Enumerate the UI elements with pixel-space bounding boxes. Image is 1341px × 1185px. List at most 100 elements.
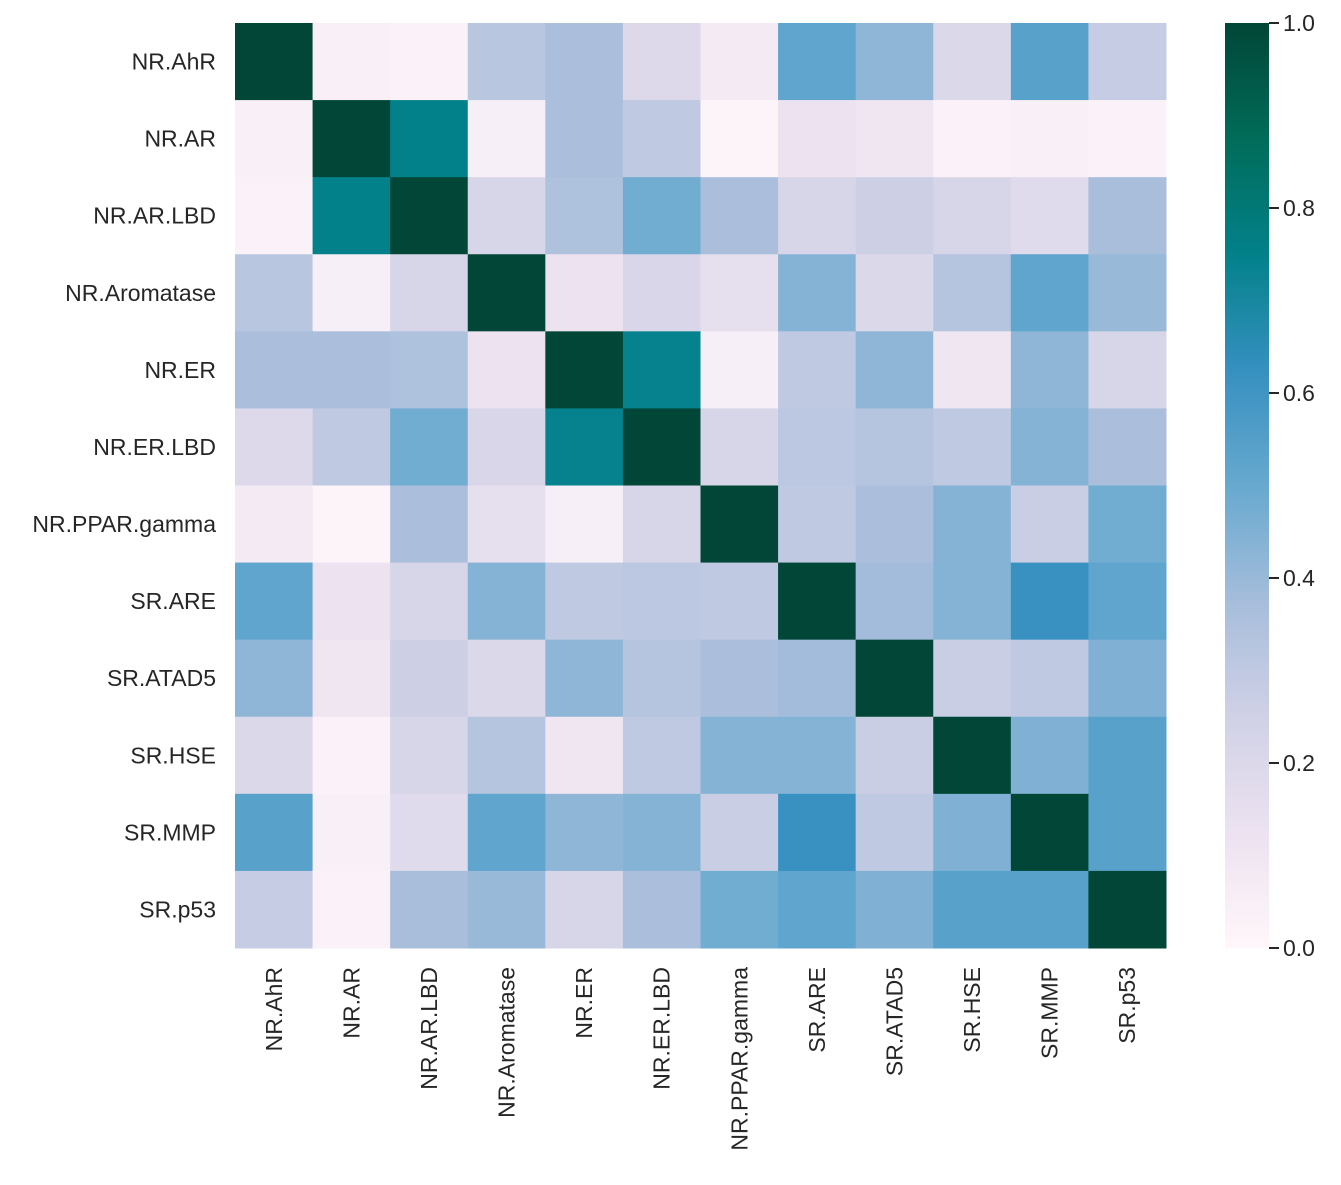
heatmap-cell bbox=[1010, 331, 1089, 409]
heatmap-cell bbox=[933, 177, 1012, 255]
heatmap-cell bbox=[235, 562, 314, 641]
heatmap-cell bbox=[467, 331, 546, 409]
heatmap-cell bbox=[545, 793, 624, 872]
colorbar-tick-label: 0.0 bbox=[1283, 935, 1315, 961]
y-tick-label: NR.ER.LBD bbox=[93, 434, 216, 460]
heatmap-cell bbox=[235, 716, 314, 795]
heatmap-cells bbox=[235, 23, 1167, 949]
x-tick-label: SR.MMP bbox=[1037, 967, 1063, 1059]
y-axis-tick-labels: NR.AhR NR.AR NR.AR.LBD NR.Aromatase NR.ER NR.… bbox=[32, 49, 216, 923]
heatmap-cell bbox=[390, 408, 469, 486]
heatmap-cell bbox=[622, 793, 701, 872]
heatmap-cell bbox=[390, 870, 469, 949]
heatmap-cell bbox=[700, 562, 779, 641]
heatmap-cell bbox=[235, 23, 314, 101]
heatmap-cell bbox=[545, 485, 624, 564]
heatmap-cell bbox=[312, 716, 391, 795]
heatmap-cell bbox=[235, 254, 314, 332]
heatmap-cell bbox=[1010, 254, 1089, 332]
heatmap-cell bbox=[622, 331, 701, 409]
heatmap-cell bbox=[700, 408, 779, 486]
heatmap-cell bbox=[1088, 639, 1167, 718]
heatmap-cell bbox=[312, 562, 391, 641]
x-tick-label: NR.PPAR.gamma bbox=[726, 967, 752, 1151]
y-tick-label: NR.AR.LBD bbox=[93, 203, 216, 229]
y-tick-label: NR.PPAR.gamma bbox=[32, 511, 216, 537]
heatmap-cell bbox=[390, 485, 469, 564]
heatmap-cell bbox=[700, 254, 779, 332]
y-tick-label: SR.ATAD5 bbox=[107, 665, 216, 691]
heatmap-cell bbox=[778, 562, 857, 641]
heatmap-cell bbox=[933, 254, 1012, 332]
heatmap-cell bbox=[1010, 870, 1089, 949]
heatmap-cell bbox=[855, 716, 934, 795]
heatmap-cell bbox=[545, 100, 624, 178]
heatmap-cell bbox=[855, 639, 934, 718]
heatmap-cell bbox=[933, 716, 1012, 795]
heatmap-cell bbox=[545, 639, 624, 718]
heatmap-cell bbox=[778, 23, 857, 101]
heatmap-cell bbox=[235, 485, 314, 564]
heatmap-cell bbox=[312, 23, 391, 101]
heatmap-cell bbox=[312, 177, 391, 255]
heatmap-cell bbox=[467, 485, 546, 564]
heatmap-cell bbox=[390, 100, 469, 178]
heatmap-cell bbox=[700, 870, 779, 949]
heatmap-cell bbox=[312, 254, 391, 332]
heatmap-cell bbox=[545, 254, 624, 332]
colorbar: 0.0 0.2 0.4 0.6 0.8 1.0 bbox=[1225, 10, 1315, 961]
heatmap-cell bbox=[390, 716, 469, 795]
heatmap-cell bbox=[545, 177, 624, 255]
heatmap-cell bbox=[390, 562, 469, 641]
y-tick-label: SR.HSE bbox=[130, 742, 216, 768]
y-tick-label: SR.p53 bbox=[139, 896, 216, 922]
heatmap-cell bbox=[700, 23, 779, 101]
heatmap-cell bbox=[700, 716, 779, 795]
heatmap-cell bbox=[622, 639, 701, 718]
y-tick-label: NR.ER bbox=[144, 357, 216, 383]
heatmap-cell bbox=[778, 870, 857, 949]
heatmap-cell bbox=[1088, 331, 1167, 409]
heatmap-cell bbox=[855, 485, 934, 564]
heatmap-cell bbox=[312, 870, 391, 949]
heatmap-cell bbox=[1088, 485, 1167, 564]
heatmap-cell bbox=[545, 331, 624, 409]
heatmap-cell bbox=[700, 100, 779, 178]
heatmap-cell bbox=[778, 793, 857, 872]
heatmap-cell bbox=[778, 639, 857, 718]
heatmap-cell bbox=[390, 793, 469, 872]
heatmap-cell bbox=[390, 331, 469, 409]
x-tick-label: SR.ATAD5 bbox=[881, 967, 907, 1076]
heatmap-cell bbox=[235, 870, 314, 949]
heatmap-cell bbox=[467, 408, 546, 486]
heatmap-cell bbox=[1088, 562, 1167, 641]
heatmap-cell bbox=[1088, 254, 1167, 332]
heatmap-cell bbox=[855, 408, 934, 486]
heatmap-cell bbox=[1010, 639, 1089, 718]
heatmap-cell bbox=[235, 793, 314, 872]
heatmap-cell bbox=[622, 408, 701, 486]
colorbar-gradient bbox=[1225, 23, 1269, 948]
heatmap-cell bbox=[933, 23, 1012, 101]
heatmap-cell bbox=[622, 23, 701, 101]
heatmap-cell bbox=[467, 639, 546, 718]
heatmap-cell bbox=[855, 793, 934, 872]
heatmap-cell bbox=[622, 716, 701, 795]
heatmap-cell bbox=[1088, 793, 1167, 872]
heatmap-cell bbox=[778, 100, 857, 178]
colorbar-tick-label: 0.6 bbox=[1283, 380, 1315, 406]
x-tick-label: SR.HSE bbox=[959, 967, 985, 1053]
heatmap-cell bbox=[1010, 562, 1089, 641]
heatmap-cell bbox=[467, 177, 546, 255]
heatmap-cell bbox=[312, 408, 391, 486]
y-tick-label: NR.AR bbox=[144, 126, 216, 152]
heatmap-cell bbox=[1010, 793, 1089, 872]
heatmap-cell bbox=[545, 408, 624, 486]
x-tick-label: SR.ARE bbox=[804, 967, 830, 1053]
heatmap-cell bbox=[855, 870, 934, 949]
heatmap-cell bbox=[778, 177, 857, 255]
heatmap-cell bbox=[700, 793, 779, 872]
heatmap-cell bbox=[700, 177, 779, 255]
colorbar-tick-label: 1.0 bbox=[1283, 10, 1315, 36]
heatmap-cell bbox=[390, 23, 469, 101]
